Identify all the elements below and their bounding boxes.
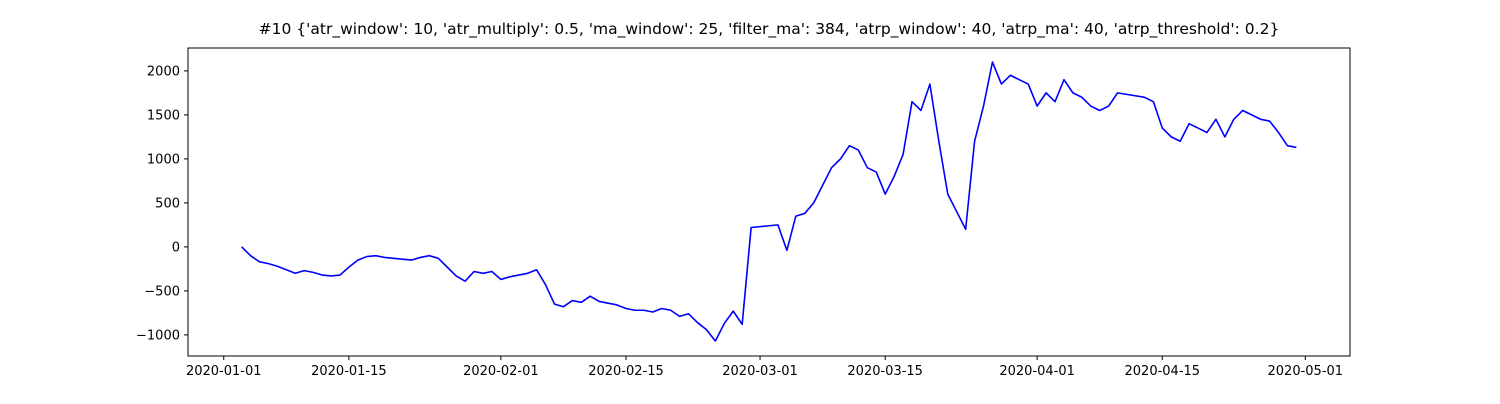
y-tick-label: 500 bbox=[155, 196, 180, 211]
y-tick-label: −500 bbox=[144, 284, 180, 299]
x-tick-label: 2020-02-01 bbox=[463, 364, 539, 379]
y-tick-label: 1500 bbox=[147, 108, 180, 123]
x-tick-label: 2020-02-15 bbox=[588, 364, 664, 379]
chart-title: #10 {'atr_window': 10, 'atr_multiply': 0… bbox=[259, 20, 1280, 39]
x-tick-label: 2020-04-15 bbox=[1125, 364, 1201, 379]
x-tick-label: 2020-04-01 bbox=[999, 364, 1075, 379]
plot-frame bbox=[187, 47, 1351, 357]
y-tick-label: 1000 bbox=[147, 152, 180, 167]
x-tick-label: 2020-03-01 bbox=[722, 364, 798, 379]
y-tick-label: 2000 bbox=[147, 64, 180, 79]
x-tick-label: 2020-01-01 bbox=[186, 364, 262, 379]
x-tick-label: 2020-03-15 bbox=[847, 364, 923, 379]
x-tick-label: 2020-05-01 bbox=[1268, 364, 1344, 379]
x-tick-label: 2020-01-15 bbox=[311, 364, 387, 379]
data-line bbox=[241, 61, 1297, 342]
y-tick-label: −1000 bbox=[136, 328, 180, 343]
y-tick-label: 0 bbox=[172, 240, 180, 255]
